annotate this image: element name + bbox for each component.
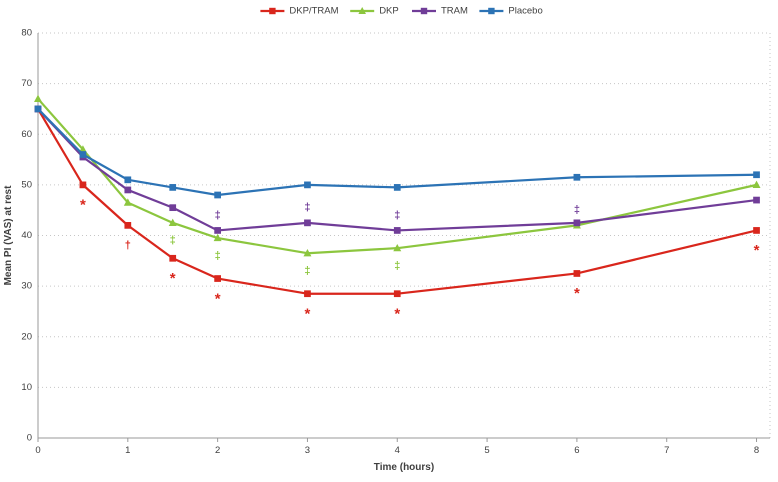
- svg-text:4: 4: [395, 445, 400, 456]
- svg-text:‡: ‡: [394, 209, 400, 221]
- svg-text:6: 6: [574, 445, 579, 456]
- svg-text:Placebo: Placebo: [508, 6, 542, 17]
- legend-item-placebo: Placebo: [479, 6, 543, 17]
- svg-text:‡: ‡: [394, 260, 400, 272]
- svg-text:30: 30: [21, 281, 32, 292]
- svg-text:8: 8: [754, 445, 759, 456]
- series-dkp-tram: [34, 105, 760, 298]
- svg-text:5: 5: [484, 445, 489, 456]
- y-axis-ticks: 0 10 20 30 40 50 60 70 80: [21, 28, 32, 444]
- svg-text:*: *: [305, 305, 311, 322]
- svg-text:20: 20: [21, 331, 32, 342]
- axes: [37, 33, 770, 439]
- chart-legend: DKP/TRAM DKP TRAM Placebo: [260, 6, 543, 17]
- svg-text:60: 60: [21, 129, 32, 140]
- svg-text:10: 10: [21, 382, 32, 393]
- legend-item-dkp-tram: DKP/TRAM: [260, 6, 339, 17]
- x-axis-ticks: 0 1 2 3 4 5 6 7 8: [35, 438, 759, 456]
- svg-text:3: 3: [305, 445, 310, 456]
- svg-text:*: *: [394, 305, 400, 322]
- svg-text:‡: ‡: [304, 202, 310, 214]
- svg-text:‡: ‡: [304, 265, 310, 277]
- svg-text:40: 40: [21, 230, 32, 241]
- svg-text:DKP/TRAM: DKP/TRAM: [289, 6, 338, 17]
- series-placebo: [34, 105, 760, 199]
- svg-text:‡: ‡: [170, 235, 176, 247]
- svg-text:0: 0: [27, 433, 32, 444]
- svg-text:2: 2: [215, 445, 220, 456]
- legend-item-dkp: DKP: [350, 6, 399, 17]
- y-axis-label: Mean PI (VAS) at rest: [3, 185, 14, 286]
- svg-text:*: *: [215, 290, 221, 307]
- svg-text:70: 70: [21, 78, 32, 89]
- svg-text:50: 50: [21, 179, 32, 190]
- svg-text:*: *: [754, 242, 760, 259]
- svg-text:*: *: [80, 197, 86, 214]
- svg-text:TRAM: TRAM: [441, 6, 468, 17]
- svg-text:*: *: [574, 285, 580, 302]
- x-axis-label: Time (hours): [374, 462, 434, 473]
- svg-text:1: 1: [125, 445, 130, 456]
- significance-markers: * † * * * * * * ‡ ‡ ‡ ‡ ‡ ‡ ‡ ‡: [80, 197, 760, 323]
- svg-text:7: 7: [664, 445, 669, 456]
- svg-text:†: †: [125, 240, 131, 252]
- svg-text:*: *: [170, 270, 176, 287]
- svg-text:0: 0: [35, 445, 40, 456]
- svg-text:‡: ‡: [574, 204, 580, 216]
- svg-text:‡: ‡: [215, 250, 221, 262]
- legend-item-tram: TRAM: [412, 6, 468, 17]
- gridlines: [38, 32, 771, 438]
- svg-text:DKP: DKP: [379, 6, 399, 17]
- svg-text:‡: ‡: [215, 209, 221, 221]
- svg-text:80: 80: [21, 28, 32, 39]
